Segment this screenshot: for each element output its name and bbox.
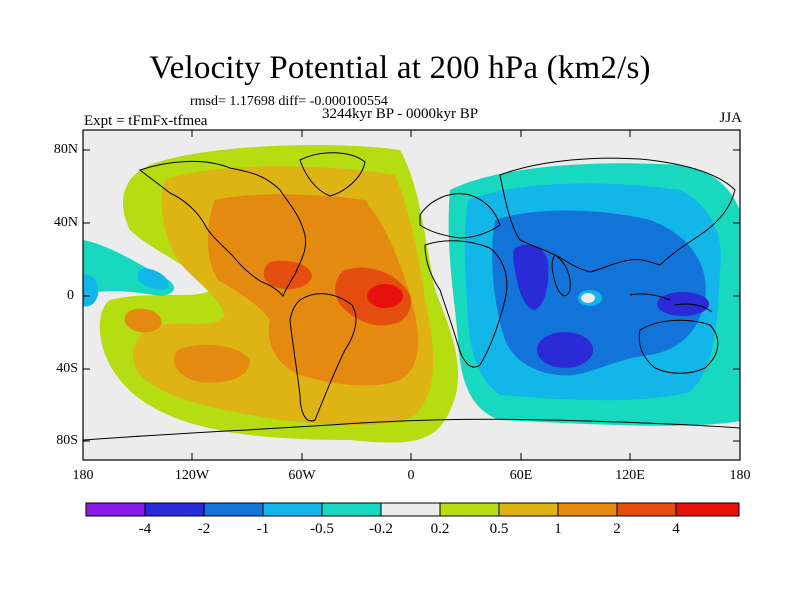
lon-label-180e: 180 (729, 468, 751, 483)
lon-label-0: 0 (407, 468, 415, 483)
coast-south-america (289, 293, 357, 422)
neg-tongue-pacific-core (137, 268, 169, 290)
map-field (83, 130, 740, 460)
colorbar-box-6 (381, 503, 440, 516)
period-label: 3244kyr BP - 0000kyr BP (322, 106, 479, 122)
pos-lobe-tropical-pacific (124, 308, 162, 333)
season-label: JJA (719, 110, 742, 126)
colorbar-box-5 (322, 503, 381, 516)
coast-australia (638, 319, 719, 374)
colorbar-box-1 (86, 503, 145, 516)
colorbar-box-11 (676, 503, 739, 516)
pos-lobe-south-pacific (174, 344, 250, 383)
coast-north-america (138, 161, 307, 297)
lat-label-80s: 80S (56, 433, 78, 448)
pos-region-strong (207, 194, 419, 386)
coast-africa (424, 240, 508, 368)
neg-max-arabia (513, 244, 549, 310)
lon-label-180w: 180 (72, 468, 94, 483)
coast-asia (499, 157, 736, 273)
pos-max-caribbean (263, 260, 312, 290)
colorbar-box-2 (145, 503, 204, 516)
lat-label-0: 0 (67, 288, 74, 303)
neg-edge-west (83, 274, 99, 307)
pos-peak (367, 284, 403, 308)
colorbar-box-7 (440, 503, 499, 516)
colorbar (85, 502, 740, 517)
colorbar-label: -0.5 (310, 521, 334, 537)
axis-ticks (82, 130, 741, 460)
coast-europe (419, 193, 501, 239)
lon-label-60e: 60E (509, 468, 533, 483)
colorbar-label: 2 (613, 521, 621, 537)
colorbar-box-3 (204, 503, 263, 516)
plot-title: Velocity Potential at 200 hPa (km2/s) (149, 50, 651, 86)
colorbar-label: 0.2 (430, 521, 450, 537)
colorbar-box-10 (617, 503, 676, 516)
neutral-hole (581, 293, 595, 303)
experiment-label: Expt = tFmFx-tfmea (84, 113, 208, 129)
lat-label-80n: 80N (53, 142, 78, 157)
lat-label-40n: 40N (53, 215, 78, 230)
colorbar-label: -2 (197, 521, 211, 537)
colorbar-label: -1 (256, 521, 270, 537)
coast-antarctica (83, 418, 740, 441)
coast-greenland (299, 152, 366, 197)
lat-label-40s: 40S (56, 361, 78, 376)
colorbar-box-8 (499, 503, 558, 516)
lon-label-120e: 120E (615, 468, 645, 483)
lon-label-120w: 120W (174, 468, 210, 483)
lon-label-60w: 60W (288, 468, 316, 483)
colorbar-label: -4 (138, 521, 152, 537)
colorbar-box-4 (263, 503, 322, 516)
neg-max-south-indian (537, 332, 593, 368)
colorbar-label: 1 (554, 521, 562, 537)
rmsd-diff-stats: rmsd= 1.17698 diff= -0.000100554 (190, 94, 388, 109)
colorbar-label: 4 (672, 521, 680, 537)
coast-india (551, 254, 571, 297)
colorbar-label: 0.5 (489, 521, 509, 537)
coast-indonesia (629, 293, 713, 313)
colorbar-box-9 (558, 503, 617, 516)
colorbar-label: -0.2 (369, 521, 393, 537)
coastlines (83, 152, 740, 441)
